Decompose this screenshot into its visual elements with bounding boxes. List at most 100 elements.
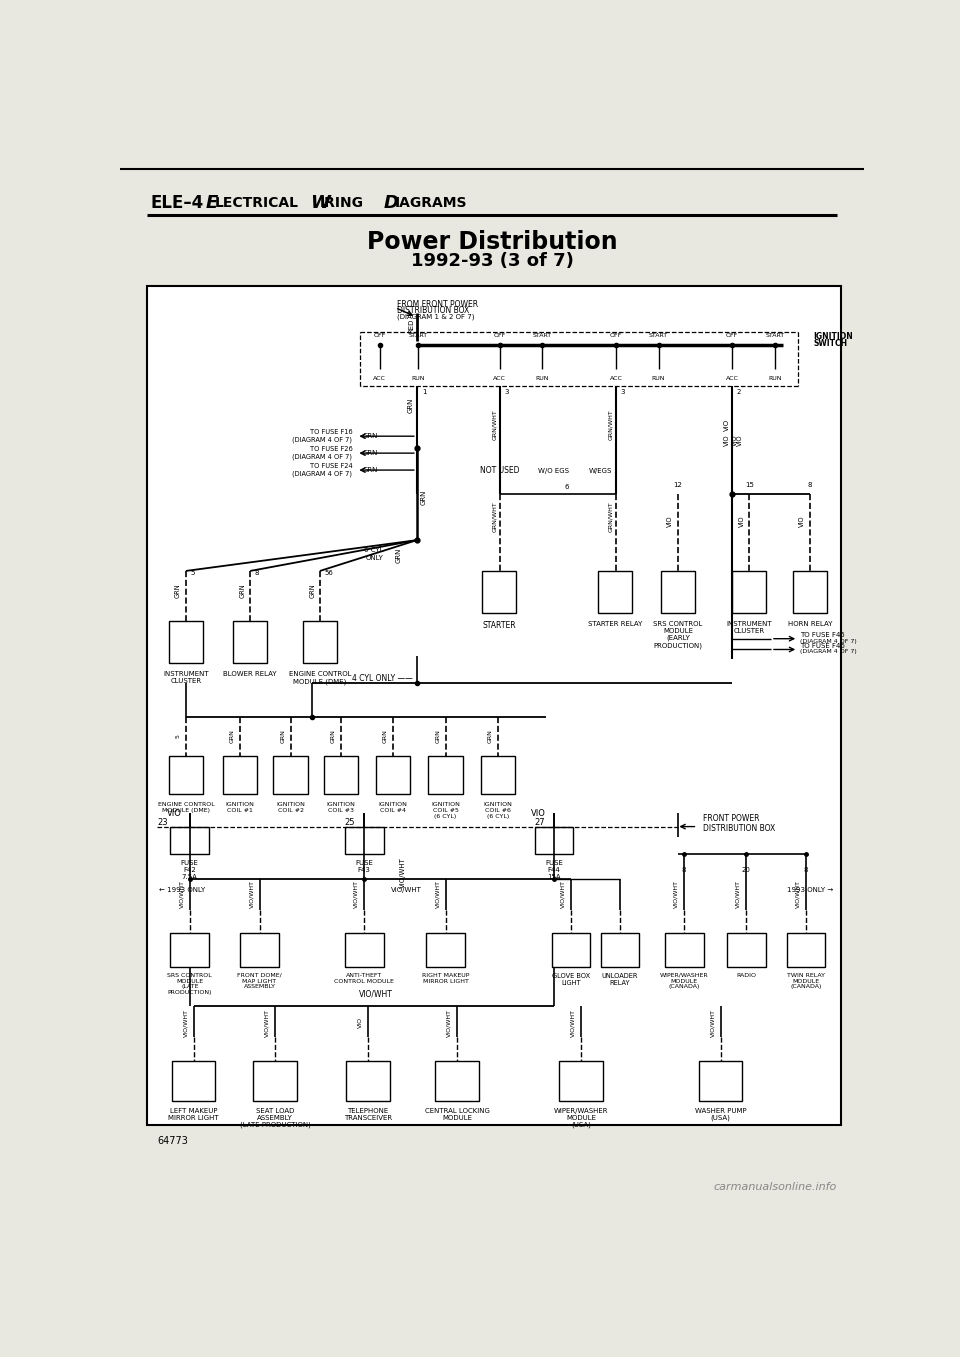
Bar bbox=[169, 622, 203, 664]
Text: 25: 25 bbox=[345, 818, 355, 828]
Text: GLOVE BOX
LIGHT: GLOVE BOX LIGHT bbox=[552, 973, 590, 987]
Text: GRN: GRN bbox=[229, 730, 235, 744]
Bar bbox=[601, 932, 639, 968]
Text: GRN: GRN bbox=[363, 433, 378, 440]
Text: FROM FRONT POWER: FROM FRONT POWER bbox=[396, 300, 478, 309]
Text: VIO/WHT: VIO/WHT bbox=[710, 1010, 715, 1037]
Bar bbox=[793, 571, 827, 613]
Text: 2: 2 bbox=[737, 389, 741, 395]
Text: 3: 3 bbox=[621, 389, 625, 395]
Bar bbox=[428, 756, 463, 794]
Text: 56: 56 bbox=[324, 570, 333, 577]
Text: ELE–4: ELE–4 bbox=[151, 194, 204, 212]
Text: DISTRIBUTION BOX: DISTRIBUTION BOX bbox=[396, 307, 468, 315]
Text: 23: 23 bbox=[157, 818, 168, 828]
Bar bbox=[345, 826, 383, 854]
Text: SRS CONTROL
MODULE
(EARLY
PRODUCTION): SRS CONTROL MODULE (EARLY PRODUCTION) bbox=[654, 622, 703, 649]
Text: TO FUSE F26
(DIAGRAM 4 OF 7): TO FUSE F26 (DIAGRAM 4 OF 7) bbox=[293, 446, 352, 460]
Text: 20: 20 bbox=[742, 867, 751, 873]
Text: VIO: VIO bbox=[738, 516, 745, 527]
Text: GRN: GRN bbox=[435, 730, 441, 744]
Bar bbox=[552, 932, 590, 968]
Bar bbox=[665, 932, 704, 968]
Text: FRONT POWER
DISTRIBUTION BOX: FRONT POWER DISTRIBUTION BOX bbox=[703, 814, 775, 833]
Text: RIGHT MAKEUP
MIRROR LIGHT: RIGHT MAKEUP MIRROR LIGHT bbox=[421, 973, 469, 984]
Bar bbox=[233, 622, 267, 664]
Bar bbox=[223, 756, 257, 794]
Text: IGNITION
COIL #1: IGNITION COIL #1 bbox=[226, 802, 254, 813]
Text: RUN: RUN bbox=[652, 376, 665, 381]
Text: 1993 ONLY →: 1993 ONLY → bbox=[787, 887, 833, 893]
Text: VIO/WHT: VIO/WHT bbox=[561, 881, 565, 908]
Text: UNLOADER
RELAY: UNLOADER RELAY bbox=[602, 973, 638, 987]
Text: LECTRICAL: LECTRICAL bbox=[214, 195, 299, 210]
Text: LEFT MAKEUP
MIRROR LIGHT: LEFT MAKEUP MIRROR LIGHT bbox=[168, 1107, 219, 1121]
Text: GRN/WHT: GRN/WHT bbox=[608, 410, 613, 440]
Text: VIO: VIO bbox=[724, 434, 730, 446]
Text: RUN: RUN bbox=[536, 376, 549, 381]
Text: FUSE
F42
7.5A: FUSE F42 7.5A bbox=[180, 860, 199, 879]
Text: NOT USED: NOT USED bbox=[480, 467, 519, 475]
Bar bbox=[345, 932, 383, 968]
Text: VIO/WHT: VIO/WHT bbox=[183, 1010, 188, 1037]
Text: GRN: GRN bbox=[175, 584, 181, 597]
Text: BLOWER RELAY: BLOWER RELAY bbox=[224, 672, 277, 677]
Text: ACC: ACC bbox=[726, 376, 738, 381]
Text: GRN/WHT: GRN/WHT bbox=[608, 502, 613, 532]
Bar bbox=[170, 932, 209, 968]
Text: VIO/WHT: VIO/WHT bbox=[736, 881, 741, 908]
Text: VIO/WHT: VIO/WHT bbox=[250, 881, 254, 908]
Text: OFF: OFF bbox=[373, 334, 386, 338]
Text: VIO/WHT: VIO/WHT bbox=[435, 881, 441, 908]
Bar bbox=[170, 826, 209, 854]
Text: GRN: GRN bbox=[363, 467, 378, 474]
Bar bbox=[482, 571, 516, 613]
Text: ACC: ACC bbox=[610, 376, 622, 381]
Text: carmanualsonline.info: carmanualsonline.info bbox=[713, 1182, 837, 1191]
Text: VIO: VIO bbox=[166, 809, 181, 818]
Text: D: D bbox=[383, 194, 398, 212]
Text: (DIAGRAM 1 & 2 OF 7): (DIAGRAM 1 & 2 OF 7) bbox=[396, 313, 474, 320]
Text: VIO/WHT: VIO/WHT bbox=[354, 881, 359, 908]
Text: GRN: GRN bbox=[280, 730, 285, 744]
Text: GRN: GRN bbox=[309, 584, 315, 597]
Bar bbox=[274, 756, 307, 794]
Text: START: START bbox=[409, 334, 428, 338]
Text: 1992-93 (3 of 7): 1992-93 (3 of 7) bbox=[411, 252, 573, 270]
Text: TO FUSE F24
(DIAGRAM 4 OF 7): TO FUSE F24 (DIAGRAM 4 OF 7) bbox=[293, 463, 352, 476]
Text: INSTRUMENT
CLUSTER: INSTRUMENT CLUSTER bbox=[727, 622, 772, 634]
Text: GRN: GRN bbox=[363, 451, 378, 456]
Text: WIPER/WASHER
MODULE
(USA): WIPER/WASHER MODULE (USA) bbox=[554, 1107, 609, 1128]
Text: VIO: VIO bbox=[724, 418, 730, 430]
Text: FUSE
F43: FUSE F43 bbox=[355, 860, 373, 873]
Text: VIO: VIO bbox=[667, 516, 673, 527]
Bar bbox=[660, 571, 695, 613]
Bar bbox=[426, 932, 465, 968]
Bar bbox=[481, 756, 516, 794]
Text: IGNITION
COIL #6
(6 CYL): IGNITION COIL #6 (6 CYL) bbox=[484, 802, 513, 818]
Text: GRN: GRN bbox=[408, 398, 414, 413]
Text: VIO/WHT: VIO/WHT bbox=[400, 858, 406, 889]
Text: RUN: RUN bbox=[412, 376, 425, 381]
Bar bbox=[324, 756, 358, 794]
Text: IRING: IRING bbox=[320, 195, 364, 210]
Bar bbox=[598, 571, 633, 613]
Text: 8: 8 bbox=[254, 570, 259, 577]
Text: 6 CYL: 6 CYL bbox=[365, 547, 384, 554]
Text: IAGRAMS: IAGRAMS bbox=[395, 195, 467, 210]
Text: FUSE
F44
15A: FUSE F44 15A bbox=[545, 860, 563, 879]
Text: VIO/WHT: VIO/WHT bbox=[359, 989, 393, 999]
Text: 5: 5 bbox=[190, 570, 195, 577]
Text: INSTRUMENT
CLUSTER: INSTRUMENT CLUSTER bbox=[163, 672, 208, 684]
Text: TO FUSE F16
(DIAGRAM 4 OF 7): TO FUSE F16 (DIAGRAM 4 OF 7) bbox=[293, 429, 352, 442]
Text: VIO/WHT: VIO/WHT bbox=[571, 1010, 576, 1037]
Text: START: START bbox=[765, 334, 784, 338]
Bar bbox=[535, 826, 573, 854]
Text: 5: 5 bbox=[176, 734, 180, 738]
Text: ANTI-THEFT
CONTROL MODULE: ANTI-THEFT CONTROL MODULE bbox=[334, 973, 394, 984]
Text: 8: 8 bbox=[682, 867, 686, 873]
Text: VIO: VIO bbox=[732, 434, 737, 446]
Text: SWITCH: SWITCH bbox=[814, 339, 848, 349]
Text: 64773: 64773 bbox=[157, 1136, 188, 1145]
Text: IGNITION
COIL #2: IGNITION COIL #2 bbox=[276, 802, 305, 813]
